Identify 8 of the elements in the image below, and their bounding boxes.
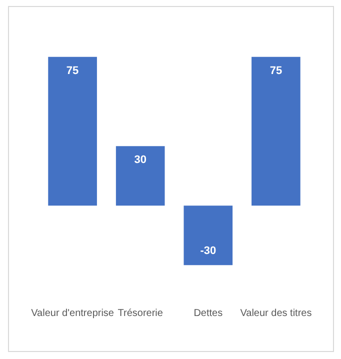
data-label: 75 — [270, 64, 282, 77]
x-tick-label: Trésorerie — [118, 308, 164, 319]
x-tick-label: Valeur d'entreprise — [31, 308, 114, 319]
x-tick-label: Valeur des titres — [240, 308, 312, 319]
data-label: -30 — [200, 245, 216, 258]
x-tick-label: Dettes — [194, 308, 223, 319]
data-label: 75 — [66, 64, 79, 77]
data-label: 30 — [134, 154, 146, 166]
